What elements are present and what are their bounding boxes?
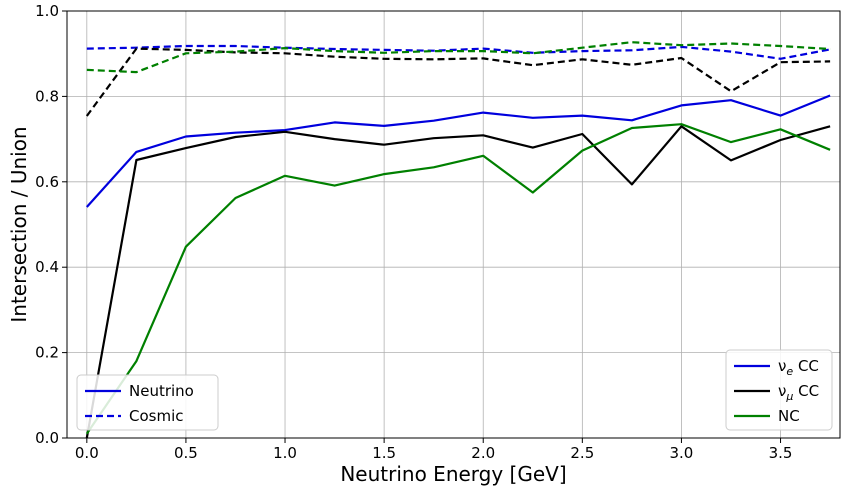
legend-label-symbol: NC xyxy=(778,407,800,425)
legend-label-symbol: ν xyxy=(778,357,786,375)
x-tick-label: 2.0 xyxy=(471,444,495,462)
legend-label: νμ CC xyxy=(778,382,819,403)
legend-label-subscript: e xyxy=(786,365,793,378)
x-axis-title: Neutrino Energy [GeV] xyxy=(340,462,566,486)
legend-label-suffix: CC xyxy=(793,357,819,375)
x-tick-label: 0.0 xyxy=(75,444,99,462)
legend-label-suffix: CC xyxy=(793,382,819,400)
series-line-nue-cosmic xyxy=(86,44,831,60)
y-axis-title: Intersection / Union xyxy=(7,126,31,322)
series-line-nc-cosmic xyxy=(86,41,831,74)
y-tick-label: 0.4 xyxy=(35,258,59,276)
legend-label-symbol: ν xyxy=(778,382,786,400)
x-tick-label: 0.5 xyxy=(174,444,198,462)
x-tick-label: 2.5 xyxy=(570,444,594,462)
y-tick-label: 0.0 xyxy=(35,429,59,447)
x-tick-label: 1.5 xyxy=(372,444,396,462)
legend-label: Neutrino xyxy=(129,382,194,400)
legend-label: νe CC xyxy=(778,357,819,378)
y-tick-label: 0.8 xyxy=(35,87,59,105)
series-line-nue-neutrino xyxy=(85,94,831,208)
y-tick-label: 0.2 xyxy=(35,344,59,362)
legend-label: NC xyxy=(778,407,800,425)
legend-label-subscript: μ xyxy=(785,390,793,403)
series-line-nc-neutrino xyxy=(85,123,831,435)
x-tick-label: 3.0 xyxy=(670,444,694,462)
x-tick-label: 1.0 xyxy=(273,444,297,462)
plot-frame xyxy=(66,10,841,439)
axis-ticks: 0.0 0.5 1.0 1.5 2.0 2.5 3.0 3.5 0.0 0.2 0.4 0.6 0.8 1… xyxy=(35,2,792,462)
legend-lower-left: Neutrino Cosmic xyxy=(76,374,219,431)
y-tick-label: 0.6 xyxy=(35,173,59,191)
grid xyxy=(67,10,840,439)
series-line-numu-neutrino xyxy=(85,125,831,439)
series-lines xyxy=(85,41,831,439)
x-tick-label: 3.5 xyxy=(769,444,793,462)
series-line-numu-cosmic xyxy=(85,47,831,117)
legend-label: Cosmic xyxy=(129,407,184,425)
legend-box xyxy=(725,349,833,431)
y-tick-label: 1.0 xyxy=(35,2,59,20)
